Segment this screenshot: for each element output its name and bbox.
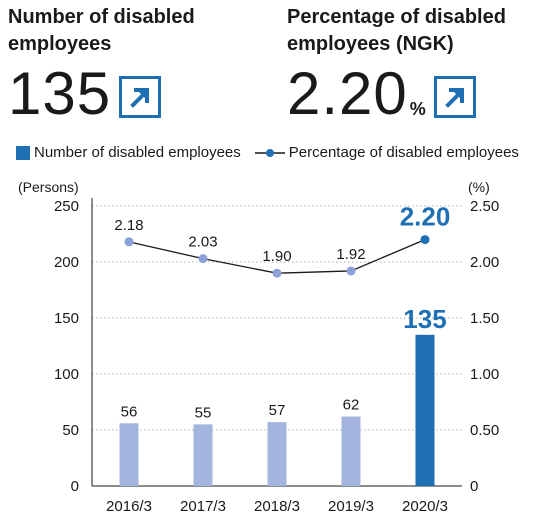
legend-item-line: Percentage of disabled employees xyxy=(241,144,519,161)
kpi-title: Percentage of disabled employees (NGK) xyxy=(287,6,506,55)
kpi-value: 135 xyxy=(8,60,112,127)
bar-value-label: 62 xyxy=(343,397,360,414)
bar-value-label: 57 xyxy=(269,402,286,419)
bar xyxy=(193,424,213,486)
y2-tick-label: 2.50 xyxy=(470,198,499,215)
y2-tick-label: 0 xyxy=(470,478,478,495)
line-value-label: 2.20 xyxy=(400,202,451,232)
up-right-arrow-icon xyxy=(119,76,162,118)
line-value-label: 1.90 xyxy=(262,248,291,265)
x-tick-label: 2016/3 xyxy=(106,498,152,515)
up-right-arrow-icon xyxy=(433,76,476,118)
legend-line-marker xyxy=(254,148,285,157)
y-axis-title: (Persons) xyxy=(18,179,79,195)
line-value-label: 2.18 xyxy=(114,217,143,234)
y-tick-label: 0 xyxy=(71,478,79,495)
line-point xyxy=(124,237,134,247)
y-tick-label: 200 xyxy=(54,254,79,271)
x-tick-label: 2018/3 xyxy=(254,498,300,515)
line-value-label: 2.03 xyxy=(188,234,217,251)
bar-value-label: 56 xyxy=(121,403,138,420)
y-tick-label: 100 xyxy=(54,366,79,383)
kpi-value: 2.20 xyxy=(287,60,408,127)
kpi-unit: % xyxy=(409,99,426,119)
legend-bar-swatch xyxy=(16,145,30,160)
chart-legend: Number of disabled employees Percentage … xyxy=(16,144,519,161)
kpi-disabled-percentage: Percentage of disabled employees (NGK) 2… xyxy=(287,4,547,124)
bar-value-label: 135 xyxy=(403,304,446,334)
y-tick-label: 50 xyxy=(62,422,79,439)
kpi-disabled-employees: Number of disabled employees 135 xyxy=(8,4,228,124)
legend-item-bars: Number of disabled employees xyxy=(16,144,241,161)
bar xyxy=(341,416,361,486)
bar xyxy=(119,423,139,486)
y-tick-label: 150 xyxy=(54,310,79,327)
y2-tick-label: 2.00 xyxy=(470,254,499,271)
y2-tick-label: 0.50 xyxy=(470,422,499,439)
y-tick-label: 250 xyxy=(54,198,79,215)
y2-axis-title: (%) xyxy=(468,179,490,195)
line-point xyxy=(420,235,430,245)
legend-label: Number of disabled employees xyxy=(34,144,241,161)
bar xyxy=(267,422,287,486)
line-point xyxy=(346,266,356,276)
y2-tick-label: 1.00 xyxy=(470,366,499,383)
bar-value-label: 55 xyxy=(195,404,212,421)
bar xyxy=(415,334,435,486)
line-value-label: 1.92 xyxy=(336,246,365,263)
x-tick-label: 2019/3 xyxy=(328,498,374,515)
x-tick-label: 2017/3 xyxy=(180,498,226,515)
y2-tick-label: 1.50 xyxy=(470,310,499,327)
line-point xyxy=(272,268,282,278)
line-point xyxy=(198,254,208,264)
legend-label: Percentage of disabled employees xyxy=(288,144,519,161)
kpi-title: Number of disabled employees xyxy=(8,6,195,55)
x-tick-label: 2020/3 xyxy=(402,498,448,515)
